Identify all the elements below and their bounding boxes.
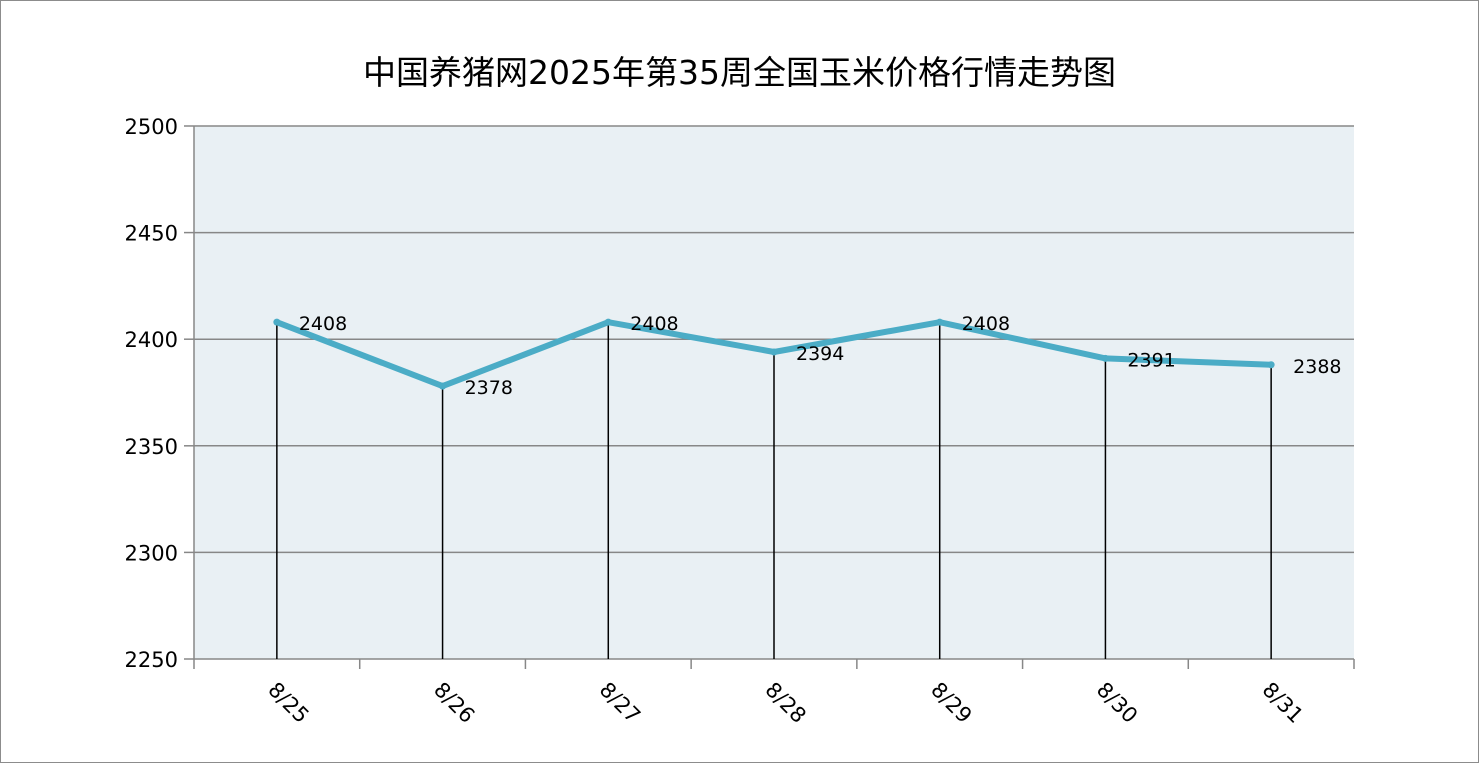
- y-tick-label-2250: 2250: [125, 648, 178, 672]
- data-point-8/31: [1267, 361, 1275, 369]
- labels: 2250 2300 2350 2400 2450 2500 8/25 8/26 8/27 8/28…: [125, 115, 1342, 728]
- drop-lines: [276, 322, 1272, 659]
- x-tick-label-8/29: 8/29: [926, 678, 976, 728]
- data-label-8/27: 2408: [630, 313, 678, 335]
- y-tick-label-2500: 2500: [125, 115, 178, 139]
- series-layer: [273, 318, 1275, 390]
- y-tick-label-2400: 2400: [125, 328, 178, 352]
- data-label-8/31: 2388: [1293, 356, 1341, 378]
- x-tick-label-8/26: 8/26: [429, 678, 479, 728]
- data-point-8/30: [1101, 354, 1109, 362]
- data-point-8/25: [273, 318, 281, 326]
- x-tick-label-8/28: 8/28: [760, 678, 810, 728]
- y-tick-label-2450: 2450: [125, 222, 178, 246]
- data-label-8/28: 2394: [796, 343, 844, 365]
- x-tick-label-8/25: 8/25: [263, 678, 313, 728]
- data-point-8/28: [770, 348, 778, 356]
- data-point-8/27: [604, 318, 612, 326]
- x-tick-label-8/31: 8/31: [1258, 678, 1308, 728]
- x-tick-label-8/30: 8/30: [1092, 678, 1142, 728]
- x-tick-label-8/27: 8/27: [595, 678, 645, 728]
- data-label-8/29: 2408: [962, 313, 1010, 335]
- data-label-8/26: 2378: [465, 377, 513, 399]
- y-tick-label-2350: 2350: [125, 435, 178, 459]
- data-label-8/25: 2408: [299, 313, 347, 335]
- data-point-8/26: [439, 382, 447, 390]
- y-tick-label-2300: 2300: [125, 541, 178, 565]
- data-label-8/30: 2391: [1127, 349, 1175, 371]
- chart-title: 中国养猪网2025年第35周全国玉米价格行情走势图: [363, 53, 1116, 92]
- data-point-8/29: [936, 318, 944, 326]
